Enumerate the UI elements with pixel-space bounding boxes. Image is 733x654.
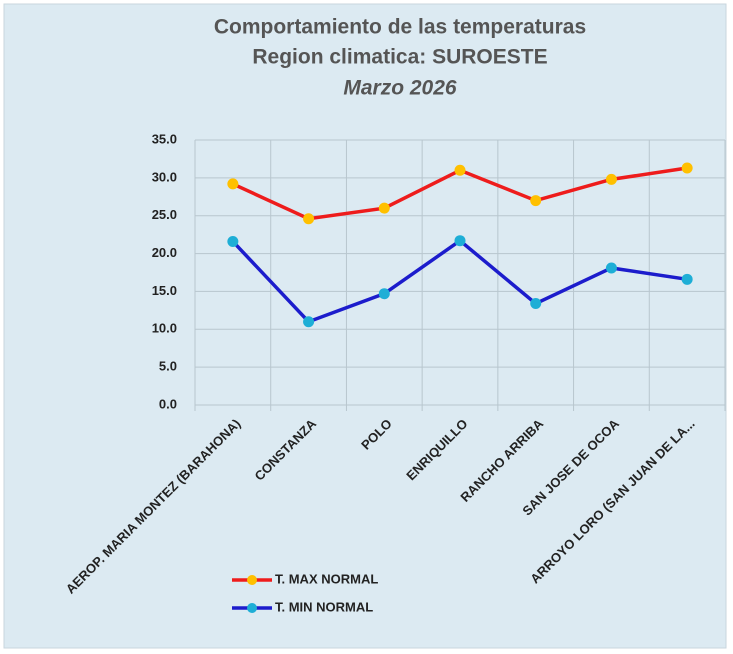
legend-label: T. MIN NORMAL [275, 599, 373, 614]
series-marker [303, 316, 315, 328]
series-marker [605, 173, 617, 185]
series-marker [605, 262, 617, 274]
series-marker [681, 273, 693, 285]
legend-label: T. MAX NORMAL [275, 571, 378, 586]
y-tick-label: 20.0 [152, 245, 177, 260]
y-tick-label: 25.0 [152, 207, 177, 222]
y-tick-label: 0.0 [159, 396, 177, 411]
chart-title: Comportamiento de las temperaturas [214, 16, 586, 39]
y-tick-label: 10.0 [152, 321, 177, 336]
series-marker [378, 202, 390, 214]
series-marker [681, 162, 693, 174]
series-marker [530, 195, 542, 207]
series-marker [378, 288, 390, 300]
chart-subtitle: Region climatica: SUROESTE [252, 46, 547, 69]
series-marker [227, 235, 239, 247]
y-tick-label: 30.0 [152, 169, 177, 184]
chart-background [3, 3, 727, 649]
y-tick-label: 15.0 [152, 283, 177, 298]
series-marker [454, 164, 466, 176]
y-tick-label: 5.0 [159, 359, 177, 374]
series-marker [227, 178, 239, 190]
series-marker [303, 213, 315, 225]
chart-period: Marzo 2026 [343, 77, 457, 100]
series-marker [454, 235, 466, 247]
series-marker [530, 298, 542, 310]
legend-marker [247, 575, 257, 585]
y-tick-label: 35.0 [152, 131, 177, 146]
legend-marker [247, 603, 257, 613]
